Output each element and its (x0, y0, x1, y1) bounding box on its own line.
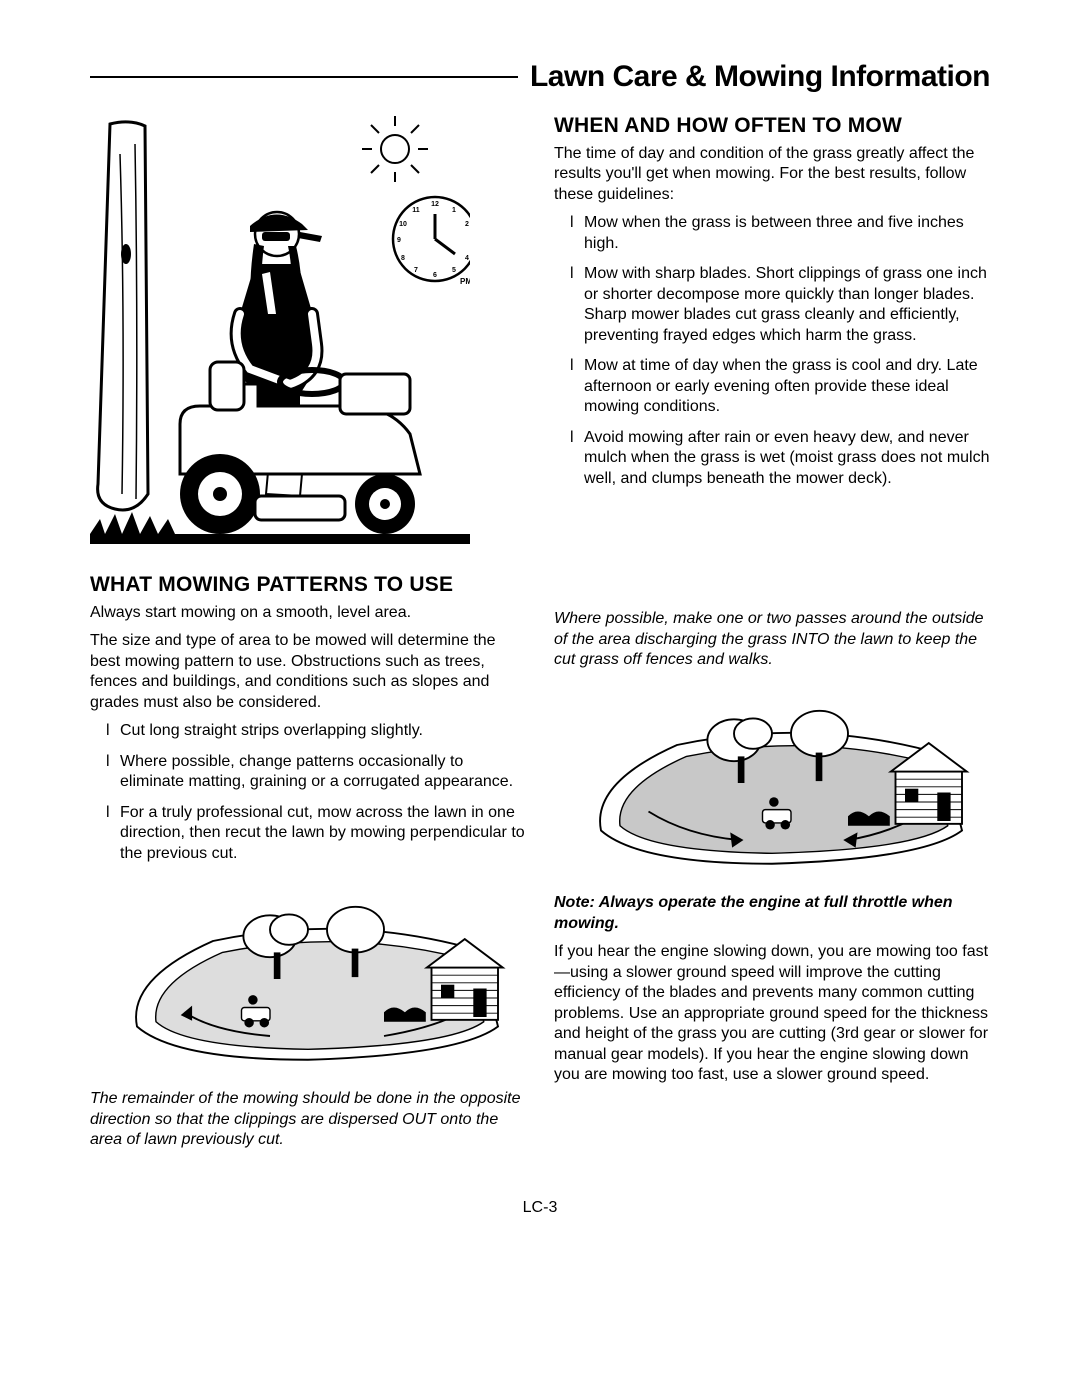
bullet-text: Mow with sharp blades. Short clippings o… (584, 265, 987, 343)
list-item: l Cut long straight strips overlapping sl… (106, 721, 526, 741)
list-item: l Mow at time of day when the grass is co… (570, 356, 990, 417)
left-column: 1212 345 678 91011 PM (90, 114, 526, 1159)
section-when-heading: WHEN AND HOW OFTEN TO MOW (554, 114, 990, 138)
bullet-text: For a truly professional cut, mow across… (120, 804, 525, 862)
patterns-intro-1: Always start mowing on a smooth, level a… (90, 603, 526, 623)
patterns-intro-2: The size and type of area to be mowed wi… (90, 631, 526, 713)
lawn-in-caption: Where possible, make one or two passes a… (554, 609, 990, 670)
header-rule-line (90, 76, 518, 78)
svg-text:10: 10 (399, 221, 407, 228)
svg-text:PM: PM (460, 277, 470, 286)
svg-text:7: 7 (414, 267, 418, 274)
bullet-text: Mow when the grass is between three and … (584, 214, 964, 251)
bullet-glyph: l (570, 428, 574, 448)
list-item: l Where possible, change patterns occasio… (106, 752, 526, 793)
bullet-glyph: l (106, 721, 110, 741)
bullet-text: Cut long straight strips overlapping sli… (120, 722, 423, 739)
svg-text:5: 5 (452, 267, 456, 274)
right-column: WHEN AND HOW OFTEN TO MOW The time of da… (554, 114, 990, 1159)
list-item: l For a truly professional cut, mow acros… (106, 803, 526, 864)
mower-rider-illustration: 1212 345 678 91011 PM (90, 114, 470, 544)
svg-text:11: 11 (412, 207, 420, 214)
svg-text:6: 6 (433, 272, 437, 279)
when-bullet-list: l Mow when the grass is between three and… (554, 213, 990, 489)
page-header-title: Lawn Care & Mowing Information (518, 60, 990, 94)
svg-text:1: 1 (452, 207, 456, 214)
bullet-text: Avoid mowing after rain or even heavy de… (584, 429, 990, 487)
ground-speed-paragraph: If you hear the engine slowing down, you… (554, 942, 990, 1085)
bullet-glyph: l (106, 752, 110, 772)
patterns-bullet-list: l Cut long straight strips overlapping sl… (90, 721, 526, 864)
bullet-glyph: l (106, 803, 110, 823)
lawn-pattern-in-illustration (554, 688, 990, 878)
svg-text:9: 9 (397, 237, 401, 244)
svg-text:2: 2 (465, 221, 469, 228)
bullet-glyph: l (570, 356, 574, 376)
lawn-out-caption: The remainder of the mowing should be do… (90, 1089, 526, 1150)
svg-text:8: 8 (401, 255, 405, 262)
svg-text:12: 12 (431, 201, 439, 208)
list-item: l Mow when the grass is between three and… (570, 213, 990, 254)
list-item: l Mow with sharp blades. Short clippings … (570, 264, 990, 346)
throttle-note: Note: Always operate the engine at full … (554, 893, 990, 934)
header-rule: Lawn Care & Mowing Information (90, 60, 990, 94)
spacer (554, 499, 990, 609)
bullet-glyph: l (570, 213, 574, 233)
list-item: l Avoid mowing after rain or even heavy d… (570, 428, 990, 489)
section-patterns-heading: WHAT MOWING PATTERNS TO USE (90, 573, 526, 597)
svg-text:4: 4 (465, 255, 469, 262)
page-number: LC-3 (90, 1199, 990, 1217)
lawn-pattern-out-illustration (90, 884, 526, 1074)
bullet-text: Mow at time of day when the grass is coo… (584, 357, 978, 415)
when-intro: The time of day and condition of the gra… (554, 144, 990, 205)
bullet-text: Where possible, change patterns occasion… (120, 753, 513, 790)
bullet-glyph: l (570, 264, 574, 284)
two-column-layout: 1212 345 678 91011 PM (90, 114, 990, 1159)
